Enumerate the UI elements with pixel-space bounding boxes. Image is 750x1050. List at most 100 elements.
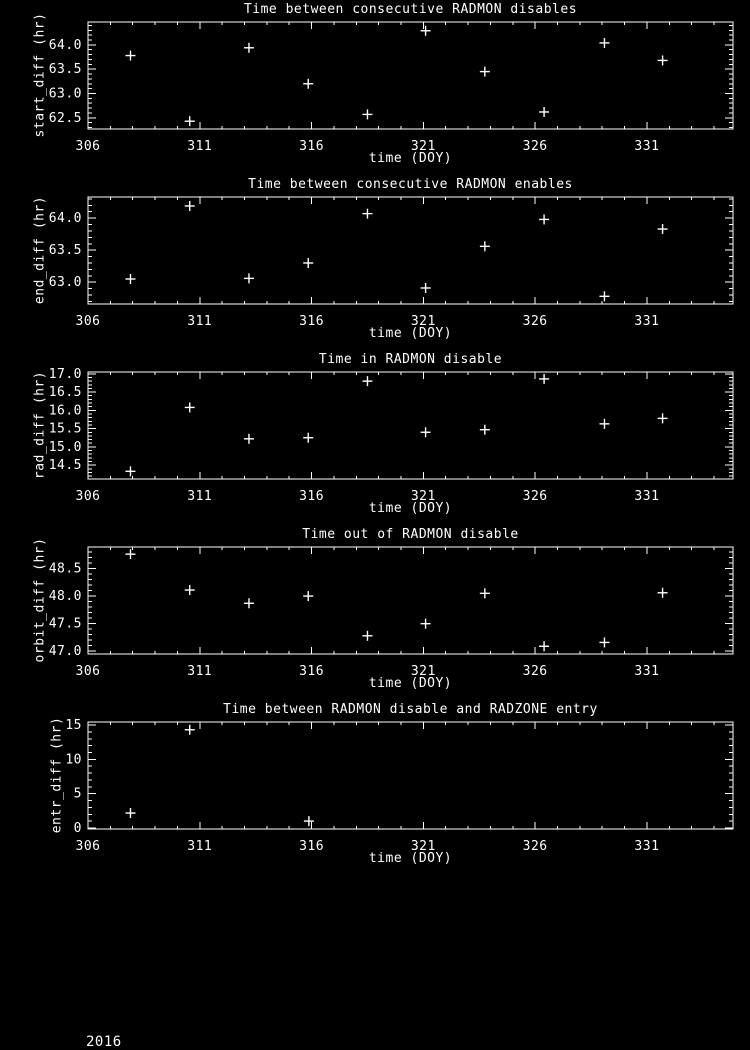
y-tick-label: 64.0 <box>49 211 82 226</box>
y-tick-label: 64.0 <box>49 38 82 53</box>
y-tick-label: 5 <box>74 787 82 802</box>
x-axis-label: time (DOY) <box>368 501 453 516</box>
y-axis-label: end_diff (hr) <box>32 195 48 305</box>
x-tick-label: 326 <box>523 139 548 154</box>
x-tick-label: 316 <box>299 139 324 154</box>
data-point-marker <box>420 282 431 293</box>
x-tick-label: 311 <box>187 664 212 679</box>
x-axis-label: time (DOY) <box>368 326 453 341</box>
y-tick-label: 48.5 <box>49 562 82 577</box>
y-tick-label: 14.5 <box>49 458 82 473</box>
data-point-marker <box>657 413 668 424</box>
data-point-marker <box>362 630 373 641</box>
x-tick-label: 306 <box>76 489 101 504</box>
x-tick-label: 321 <box>411 839 436 854</box>
y-tick-label: 47.5 <box>49 617 82 632</box>
x-axis-label: time (DOY) <box>368 851 453 866</box>
data-point-marker <box>125 808 136 819</box>
data-point-marker <box>362 376 373 387</box>
y-tick-label: 10 <box>65 752 82 767</box>
data-point-marker <box>362 208 373 219</box>
plot-frame <box>87 196 734 305</box>
plot-title: Time between RADMON disable and RADZONE … <box>223 702 598 717</box>
x-tick-label: 321 <box>411 664 436 679</box>
y-tick-label: 63.5 <box>49 243 82 258</box>
y-tick-label: 16.5 <box>49 385 82 400</box>
data-point-marker <box>657 587 668 598</box>
plot-frame <box>87 721 734 830</box>
plot-block-rad-diff: 306 311 316 321 326 331 14.5 15.0 15.5 16.0 16.5 17… <box>0 350 750 525</box>
plot-block-orbit-diff: 306 311 316 321 326 331 47.0 47.5 48.0 48.5 Time … <box>0 525 750 700</box>
end-diff-plot-canvas: 306 311 316 321 326 331 63.0 63.5 64.0 <box>49 196 734 329</box>
rad-diff-plot-canvas: 306 311 316 321 326 331 14.5 15.0 15.5 16.0 16.5 17… <box>49 367 734 504</box>
y-tick-label: 17.0 <box>49 367 82 382</box>
y-tick-label: 63.5 <box>49 62 82 77</box>
y-tick-label: 63.0 <box>49 86 82 101</box>
start-diff-plot-canvas: 306 311 316 321 326 331 62.5 63.0 63.5 64.0 <box>49 21 734 154</box>
x-tick-label: 331 <box>634 664 659 679</box>
data-point-marker <box>420 618 431 629</box>
x-tick-label: 331 <box>634 314 659 329</box>
y-tick-label: 62.5 <box>49 111 82 126</box>
data-point-marker <box>303 816 314 827</box>
plot-block-start-diff: 306 311 316 321 326 331 62.5 63.0 63.5 64.0 Time … <box>0 0 750 175</box>
x-tick-label: 321 <box>411 489 436 504</box>
data-point-marker <box>599 637 610 648</box>
plot-frame <box>87 371 734 480</box>
x-tick-label: 311 <box>187 839 212 854</box>
data-point-marker <box>125 50 136 61</box>
data-point-marker <box>539 214 550 225</box>
plot-title: Time between consecutive RADMON enables <box>248 177 573 192</box>
x-tick-label: 306 <box>76 839 101 854</box>
data-point-marker <box>184 200 195 211</box>
plot-frame <box>87 546 734 655</box>
data-point-marker <box>125 549 136 560</box>
data-point-marker <box>303 591 314 602</box>
y-axis-label: rad_diff (hr) <box>32 370 48 480</box>
data-point-marker <box>125 274 136 285</box>
y-axis-label: orbit_diff (hr) <box>32 537 48 663</box>
data-point-marker <box>539 641 550 652</box>
data-point-marker <box>479 241 490 252</box>
x-tick-label: 311 <box>187 139 212 154</box>
data-point-marker <box>243 598 254 609</box>
data-point-marker <box>599 418 610 429</box>
data-point-marker <box>599 291 610 302</box>
y-tick-label: 47.0 <box>49 644 82 659</box>
data-point-marker <box>657 55 668 66</box>
x-tick-label: 326 <box>523 489 548 504</box>
x-tick-label: 316 <box>299 314 324 329</box>
x-tick-label: 326 <box>523 314 548 329</box>
y-axis-label: start_diff (hr) <box>32 12 48 138</box>
data-point-marker <box>420 427 431 438</box>
data-point-marker <box>479 66 490 77</box>
data-point-marker <box>303 432 314 443</box>
entr-diff-plot-canvas: 306 311 316 321 326 331 0 5 10 15 <box>65 718 734 854</box>
y-tick-label: 15.5 <box>49 422 82 437</box>
plot-block-end-diff: 306 311 316 321 326 331 63.0 63.5 64.0 Time betw… <box>0 175 750 350</box>
data-point-marker <box>184 402 195 413</box>
x-tick-label: 311 <box>187 314 212 329</box>
data-point-marker <box>125 466 136 477</box>
data-point-marker <box>420 25 431 36</box>
x-tick-label: 306 <box>76 664 101 679</box>
data-point-marker <box>599 37 610 48</box>
x-tick-label: 321 <box>411 139 436 154</box>
data-point-marker <box>184 116 195 127</box>
y-tick-label: 0 <box>74 821 82 836</box>
y-tick-label: 15.0 <box>49 440 82 455</box>
plot-frame <box>87 21 734 130</box>
x-tick-label: 326 <box>523 664 548 679</box>
y-axis-label: entr_diff (hr) <box>49 716 65 834</box>
plot-title: Time out of RADMON disable <box>302 527 519 542</box>
footer-year-label: 2016 <box>86 1034 122 1050</box>
x-tick-label: 326 <box>523 839 548 854</box>
y-tick-label: 63.0 <box>49 275 82 290</box>
data-point-marker <box>184 724 195 735</box>
plot-title: Time between consecutive RADMON disables <box>243 2 578 17</box>
data-point-marker <box>539 373 550 384</box>
data-point-marker <box>243 42 254 53</box>
x-axis-label: time (DOY) <box>368 151 453 166</box>
y-tick-label: 48.0 <box>49 589 82 604</box>
